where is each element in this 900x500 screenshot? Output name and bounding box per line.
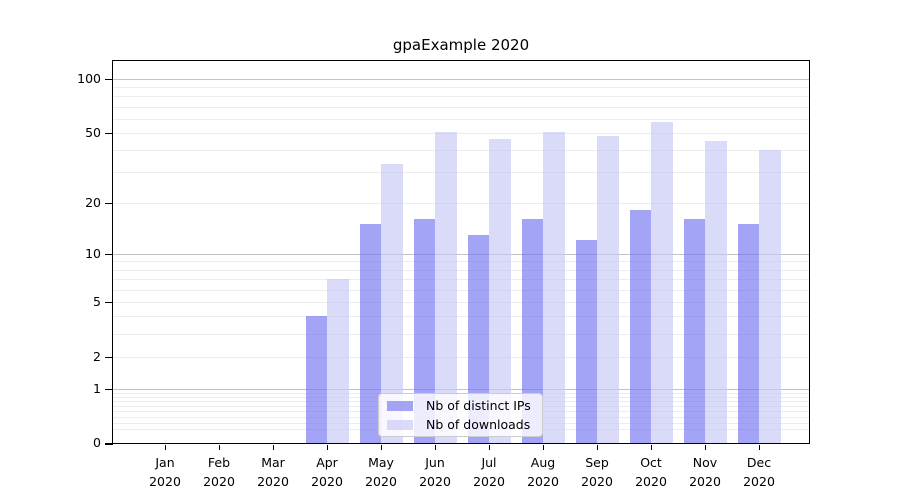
x-tick-mark: [327, 444, 329, 450]
x-tick-label-may: May 2020: [365, 455, 397, 489]
y-tick-mark: [105, 443, 113, 445]
x-tick-label-apr: Apr 2020: [311, 455, 343, 489]
gridline-minor: [113, 356, 809, 358]
bar-downloads-nov: [705, 140, 727, 443]
gridline-major: [113, 78, 809, 80]
gridline-minor: [113, 149, 809, 151]
legend-swatch-downloads: [387, 419, 413, 430]
x-tick-label-nov: Nov 2020: [689, 455, 721, 489]
bar-distinct-ips-apr: [305, 315, 327, 443]
bar-distinct-ips-oct: [629, 210, 651, 443]
legend-item-distinct-ips: Nb of distinct IPs: [379, 396, 542, 415]
gridline-minor: [113, 269, 809, 271]
x-tick-mark: [273, 444, 275, 450]
x-tick-label-oct: Oct 2020: [635, 455, 667, 489]
bar-distinct-ips-jul: [467, 234, 489, 443]
bar-downloads-jun: [435, 132, 457, 443]
gridline-minor: [113, 279, 809, 281]
gridline-major: [113, 388, 809, 390]
gridline-minor: [113, 301, 809, 303]
gridline-major: [113, 253, 809, 255]
x-tick-mark: [489, 444, 491, 450]
gridline-minor: [113, 96, 809, 98]
x-tick-mark: [543, 444, 545, 450]
bar-layer: [113, 61, 809, 443]
x-tick-label-feb: Feb 2020: [203, 455, 235, 489]
y-tick-label: 10: [85, 245, 101, 261]
gridline-minor: [113, 316, 809, 318]
bar-downloads-oct: [651, 122, 673, 443]
x-tick-mark: [651, 444, 653, 450]
x-tick-label-mar: Mar 2020: [257, 455, 289, 489]
chart-title: gpaExample 2020: [392, 36, 530, 54]
x-tick-label-aug: Aug 2020: [527, 455, 559, 489]
bar-distinct-ips-sep: [575, 240, 597, 443]
x-tick-mark: [759, 444, 761, 450]
x-tick-mark: [165, 444, 167, 450]
x-tick-mark: [381, 444, 383, 450]
legend-label-distinct-ips: Nb of distinct IPs: [426, 398, 531, 413]
y-tick-mark: [105, 301, 113, 304]
x-tick-label-dec: Dec 2020: [743, 455, 775, 489]
y-tick-mark: [105, 132, 113, 134]
gridline-minor: [113, 118, 809, 120]
bar-distinct-ips-aug: [521, 219, 543, 443]
y-tick-label: 100: [77, 70, 101, 86]
y-tick-mark: [105, 202, 113, 205]
gridline-minor: [113, 202, 809, 204]
x-tick-mark: [597, 444, 599, 450]
y-tick-mark: [105, 388, 113, 390]
legend-item-downloads: Nb of downloads: [379, 415, 542, 434]
legend-label-downloads: Nb of downloads: [426, 417, 531, 432]
y-tick-mark: [105, 356, 113, 358]
bar-downloads-apr: [327, 278, 349, 443]
gridline-minor: [113, 261, 809, 263]
y-tick-label: 50: [85, 124, 101, 140]
x-tick-label-jun: Jun 2020: [419, 455, 451, 489]
gridline-minor: [113, 132, 809, 134]
legend-swatch-distinct-ips: [387, 400, 413, 411]
y-tick-mark: [105, 253, 113, 256]
x-tick-label-jul: Jul 2020: [473, 455, 505, 489]
bar-downloads-jul: [489, 138, 511, 443]
gridline-minor: [113, 289, 809, 291]
y-tick-label: 0: [93, 435, 101, 451]
y-tick-mark: [105, 78, 113, 80]
bar-downloads-may: [381, 164, 403, 443]
x-tick-mark: [219, 444, 221, 450]
bar-distinct-ips-dec: [737, 223, 759, 443]
bar-downloads-dec: [759, 149, 781, 443]
bar-distinct-ips-nov: [683, 219, 705, 443]
bar-downloads-sep: [597, 135, 619, 443]
y-tick-label: 1: [93, 380, 101, 396]
legend: Nb of distinct IPs Nb of downloads: [378, 393, 543, 437]
gridline-minor: [113, 333, 809, 335]
x-tick-mark: [705, 444, 707, 450]
x-tick-label-sep: Sep 2020: [581, 455, 613, 489]
gridline-minor: [113, 106, 809, 108]
bar-distinct-ips-jun: [413, 219, 435, 443]
bar-distinct-ips-may: [359, 223, 381, 443]
y-tick-label: 20: [85, 194, 101, 210]
y-tick-label: 2: [93, 348, 101, 364]
gridline-minor: [113, 172, 809, 174]
bar-downloads-aug: [543, 132, 565, 443]
y-tick-label: 5: [93, 293, 101, 309]
x-tick-mark: [435, 444, 437, 450]
x-tick-label-jan: Jan 2020: [149, 455, 181, 489]
gridline-minor: [113, 86, 809, 88]
